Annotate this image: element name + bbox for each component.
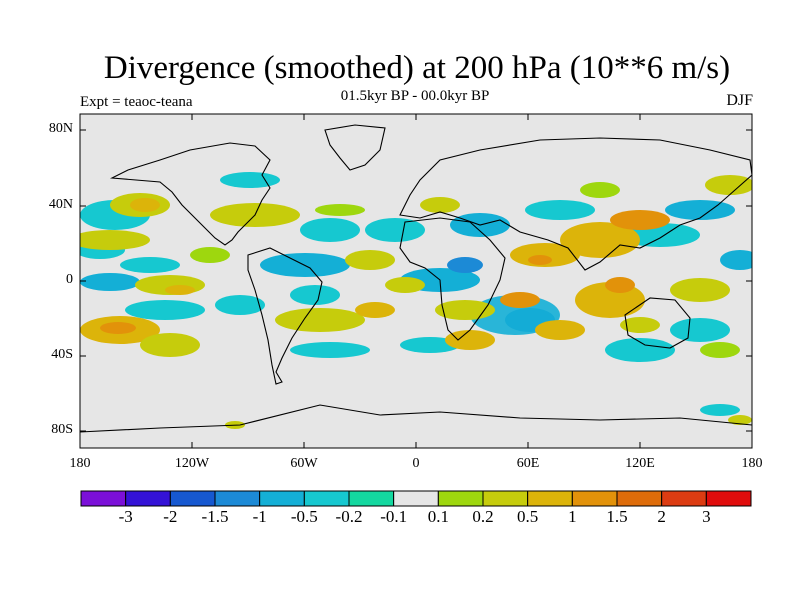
colorbar-label: 0.5 [517,507,539,526]
colorbar-box [482,490,529,507]
colorbar-box [214,490,261,507]
colorbar-label: -3 [118,507,133,526]
lat-label-40n: 40N [48,197,73,212]
lon-label-180e: 180 [741,456,763,471]
colorbar [80,490,752,507]
north-america-outline [109,142,271,246]
colorbar-label: 2 [657,507,666,526]
lon-label-120w: 120W [174,456,210,471]
colorbar-label: 0.2 [472,507,494,526]
colorbar-box [661,490,707,507]
colorbar-box [705,490,752,507]
south-america-outline [247,247,323,385]
colorbar-label: -0.5 [290,507,318,526]
colorbar-box [259,490,305,507]
australia-outline [624,297,691,349]
season-label: DJF [726,92,753,109]
colorbar-label: 0.1 [427,507,449,526]
lon-label-120e: 120E [625,456,655,471]
lon-label-60e: 60E [516,456,540,471]
antarctica-outline [80,404,752,433]
colorbar-box [616,490,663,507]
colorbar-box [169,490,216,507]
lat-label-40s: 40S [51,347,73,362]
colorbar-label: 1.5 [606,507,628,526]
divergence-field [80,124,752,433]
colorbar-label: -2 [163,507,178,526]
colorbar-label: -0.2 [335,507,363,526]
colorbar-label: 1 [568,507,577,526]
lat-label-80s: 80S [51,422,73,437]
lat-label-eq: 0 [66,272,73,287]
colorbar-box [80,490,127,507]
colorbar-box [125,490,171,507]
coastlines [80,124,752,433]
colorbar-box [348,490,395,507]
lon-label-0: 0 [412,456,420,471]
africa-outline [399,217,506,341]
eurasia-outline [399,137,752,271]
colorbar-box [393,490,439,507]
lon-label-60w: 60W [290,456,318,471]
colorbar-label: -1 [252,507,267,526]
period-subtitle: 01.5kyr BP - 00.0kyr BP [340,88,490,104]
colorbar-box [303,490,350,507]
colorbar-label: 3 [702,507,711,526]
colorbar-box [527,490,573,507]
greenland-outline [324,124,386,171]
axis-ticks [80,114,752,448]
colorbar-label: -1.5 [201,507,229,526]
colorbar-box [437,490,484,507]
lon-label-180w: 180 [69,456,91,471]
experiment-label: Expt = teaoc-teana [80,94,193,110]
map-title: Divergence (smoothed) at 200 hPa (10**6 … [103,50,731,86]
colorbar-box [571,490,618,507]
lat-label-80n: 80N [48,121,73,136]
divergence-patches [80,175,752,429]
colorbar-label: -0.1 [380,507,408,526]
